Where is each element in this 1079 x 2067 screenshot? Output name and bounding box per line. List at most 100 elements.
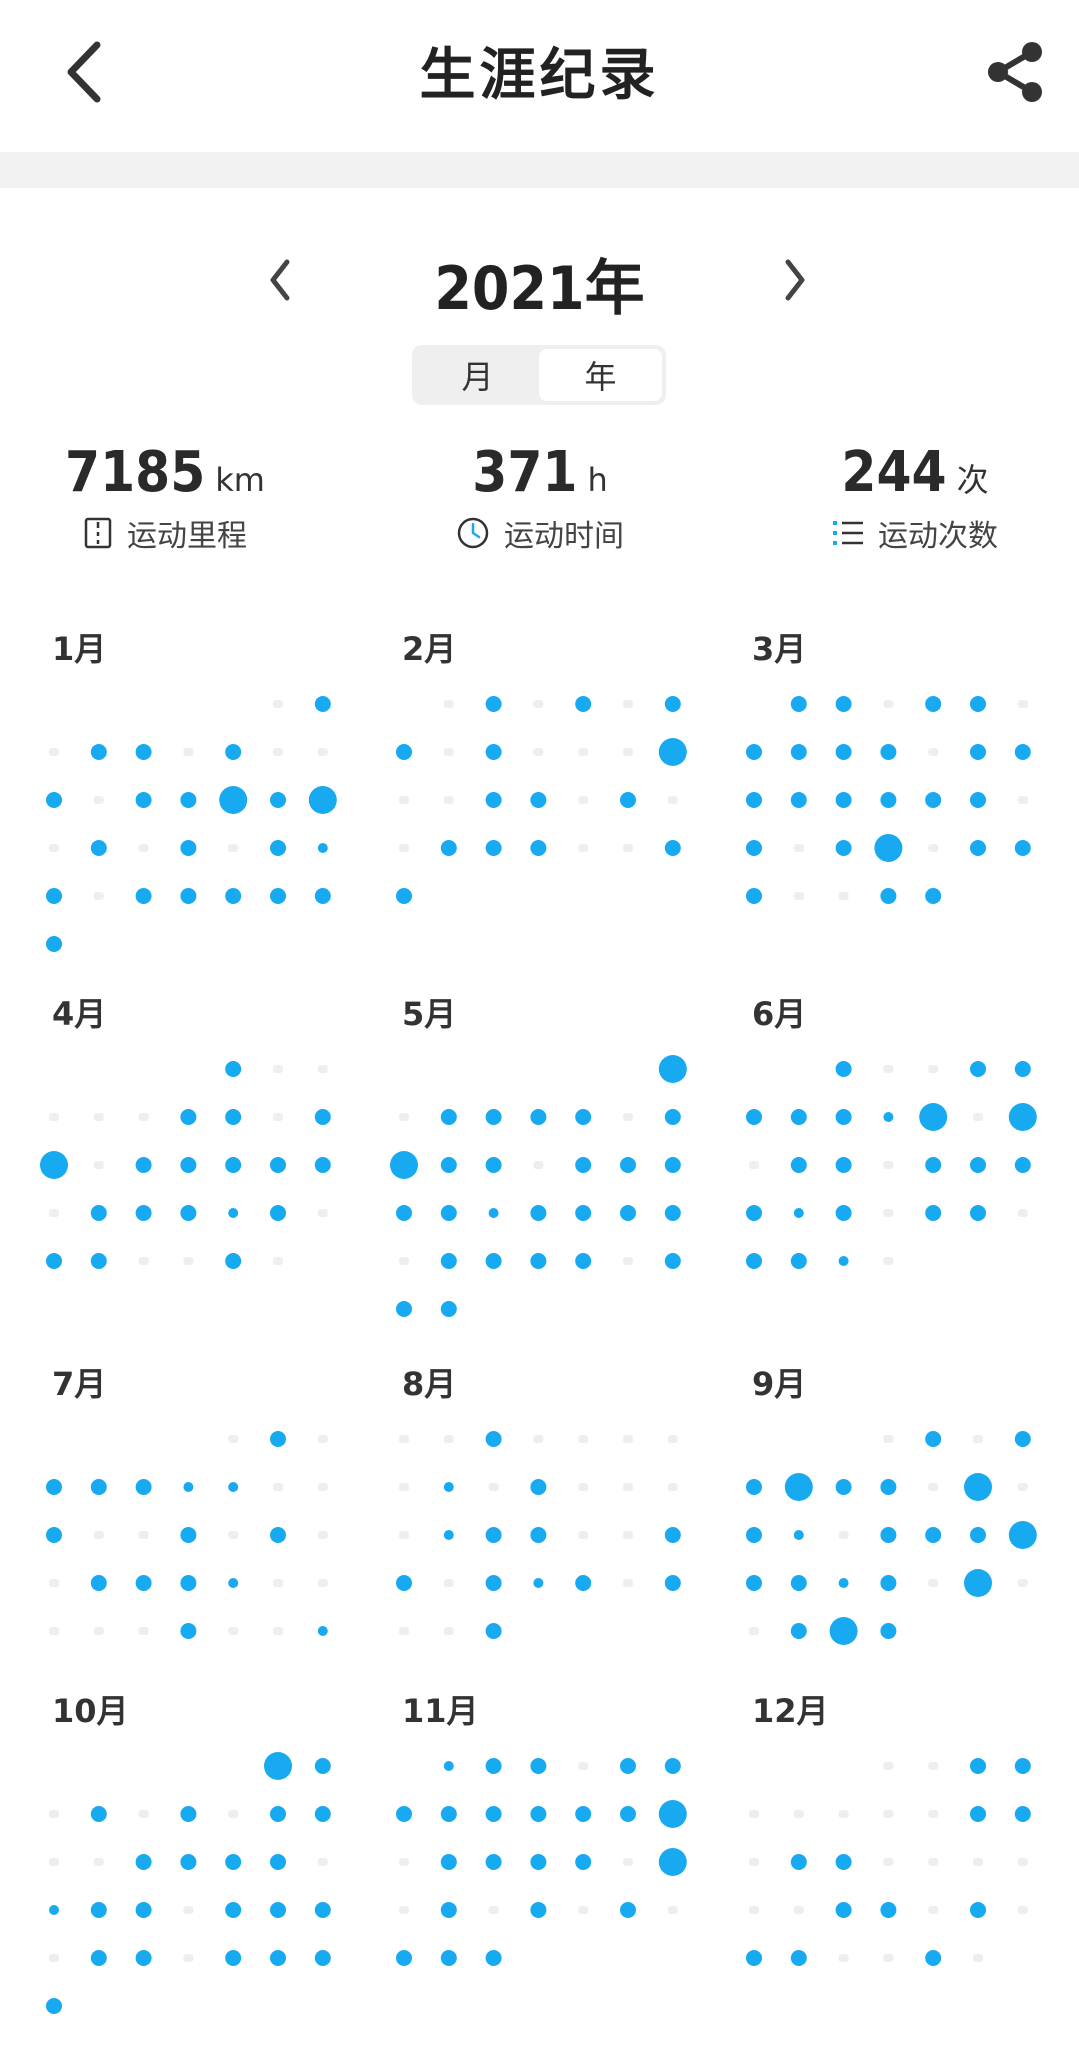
month-7[interactable]: 7月 <box>20 1355 350 1695</box>
month-title: 7月 <box>52 1365 107 1403</box>
day-dot <box>530 1758 547 1774</box>
day-dot <box>228 1435 239 1443</box>
day-dot <box>623 1483 633 1491</box>
back-button[interactable] <box>48 32 118 112</box>
share-button[interactable] <box>981 32 1051 112</box>
day-dot <box>225 1109 242 1125</box>
tab-year[interactable]: 年 <box>539 349 662 401</box>
day-dot <box>180 1575 197 1591</box>
day-dot <box>440 1205 457 1221</box>
day-dot <box>790 792 807 808</box>
day-dot <box>664 840 681 856</box>
day-dot <box>667 1906 678 1914</box>
day-dot <box>530 1109 547 1125</box>
day-dot <box>746 1205 762 1221</box>
day-dot <box>835 1205 852 1221</box>
day-dot <box>883 1209 894 1217</box>
day-dot <box>925 792 942 808</box>
day-dot <box>880 1575 897 1591</box>
month-day-dots <box>46 1752 331 2014</box>
day-dot <box>970 1157 986 1173</box>
next-year-button[interactable] <box>770 250 820 310</box>
day-dot <box>90 840 107 856</box>
day-dot <box>664 696 681 712</box>
day-dot <box>485 1253 502 1269</box>
month-12[interactable]: 12月 <box>720 1682 1050 2022</box>
year-label: 2021年 <box>434 254 645 324</box>
day-dot <box>399 1858 409 1866</box>
day-dot <box>49 1858 59 1866</box>
day-dot <box>667 1435 678 1443</box>
day-dot <box>578 1483 589 1491</box>
day-dot <box>485 840 502 856</box>
day-dot <box>883 1257 894 1265</box>
day-dot <box>46 1527 62 1543</box>
day-dot <box>925 1431 942 1447</box>
day-dot <box>225 1902 242 1918</box>
month-2[interactable]: 2月 <box>370 620 700 960</box>
day-dot <box>793 892 804 900</box>
month-day-dots <box>46 1431 328 1639</box>
day-dot <box>620 792 636 808</box>
day-dot <box>970 696 986 712</box>
month-3[interactable]: 3月 <box>720 620 1050 960</box>
month-6[interactable]: 6月 <box>720 985 1050 1325</box>
day-dot <box>575 1157 592 1173</box>
month-day-dots <box>396 1758 687 1966</box>
month-4[interactable]: 4月 <box>20 985 350 1325</box>
day-dot <box>46 1479 62 1495</box>
day-dot <box>835 1109 852 1125</box>
day-dot <box>928 1483 939 1491</box>
prev-year-button[interactable] <box>255 250 305 310</box>
count-label: 运动次数 <box>878 519 998 554</box>
day-dot <box>1017 1209 1028 1217</box>
day-dot <box>835 840 852 856</box>
day-dot <box>880 1623 897 1639</box>
day-dot <box>928 1858 939 1866</box>
day-dot <box>138 1531 149 1539</box>
period-segmented-control: 月 年 <box>412 345 666 405</box>
month-9[interactable]: 9月 <box>720 1355 1050 1695</box>
day-dot <box>399 796 409 804</box>
day-dot <box>93 1858 104 1866</box>
month-10[interactable]: 10月 <box>20 1682 350 2022</box>
day-dot <box>623 1579 633 1587</box>
day-dot <box>485 1109 502 1125</box>
day-dot <box>658 1848 687 1876</box>
day-dot <box>135 1854 152 1870</box>
month-8[interactable]: 8月 <box>370 1355 700 1695</box>
month-11[interactable]: 11月 <box>370 1682 700 2022</box>
day-dot <box>49 1209 59 1217</box>
month-day-dots <box>746 696 1031 904</box>
day-dot <box>443 700 454 708</box>
day-dot <box>390 1151 418 1179</box>
day-dot <box>790 1575 807 1591</box>
day-dot <box>183 748 194 756</box>
day-dot <box>440 1950 457 1966</box>
day-dot <box>838 1531 849 1539</box>
day-dot <box>970 840 986 856</box>
day-dot <box>46 1253 62 1269</box>
day-dot <box>228 844 239 852</box>
day-dot <box>530 1527 547 1543</box>
day-dot <box>270 1527 286 1543</box>
tab-month[interactable]: 月 <box>461 358 494 396</box>
day-dot <box>228 1531 239 1539</box>
month-5[interactable]: 5月 <box>370 985 700 1325</box>
day-dot <box>180 1205 197 1221</box>
day-dot <box>880 1479 897 1495</box>
day-dot <box>1017 796 1028 804</box>
day-dot <box>964 1473 992 1501</box>
day-dot <box>880 792 897 808</box>
stat-distance: 7185 km 运动里程 <box>15 440 315 555</box>
day-dot <box>180 1157 197 1173</box>
month-title: 9月 <box>752 1365 807 1403</box>
day-dot <box>135 1575 152 1591</box>
day-dot <box>749 1810 759 1818</box>
day-dot <box>93 796 104 804</box>
day-dot <box>620 1902 636 1918</box>
month-day-dots <box>746 1431 1037 1645</box>
day-dot <box>928 844 939 852</box>
month-1[interactable]: 1月 <box>20 620 350 960</box>
day-dot <box>135 792 152 808</box>
